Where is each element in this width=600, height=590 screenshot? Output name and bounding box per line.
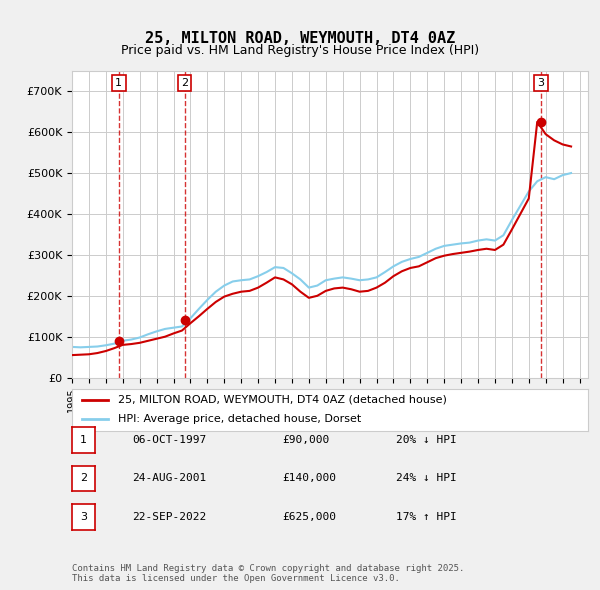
- Text: 22-SEP-2022: 22-SEP-2022: [132, 512, 206, 522]
- Text: £625,000: £625,000: [282, 512, 336, 522]
- Text: £140,000: £140,000: [282, 474, 336, 483]
- Text: 24-AUG-2001: 24-AUG-2001: [132, 474, 206, 483]
- Text: 2: 2: [80, 474, 87, 483]
- Text: 17% ↑ HPI: 17% ↑ HPI: [396, 512, 457, 522]
- Text: 25, MILTON ROAD, WEYMOUTH, DT4 0AZ (detached house): 25, MILTON ROAD, WEYMOUTH, DT4 0AZ (deta…: [118, 395, 448, 405]
- Text: 25, MILTON ROAD, WEYMOUTH, DT4 0AZ: 25, MILTON ROAD, WEYMOUTH, DT4 0AZ: [145, 31, 455, 46]
- Text: 1: 1: [115, 78, 122, 88]
- Text: £90,000: £90,000: [282, 435, 329, 445]
- Text: Contains HM Land Registry data © Crown copyright and database right 2025.
This d: Contains HM Land Registry data © Crown c…: [72, 563, 464, 583]
- Text: 06-OCT-1997: 06-OCT-1997: [132, 435, 206, 445]
- Text: 20% ↓ HPI: 20% ↓ HPI: [396, 435, 457, 445]
- Text: 3: 3: [538, 78, 544, 88]
- Text: 2: 2: [181, 78, 188, 88]
- Text: HPI: Average price, detached house, Dorset: HPI: Average price, detached house, Dors…: [118, 414, 362, 424]
- Text: 3: 3: [80, 512, 87, 522]
- Text: 24% ↓ HPI: 24% ↓ HPI: [396, 474, 457, 483]
- Text: 1: 1: [80, 435, 87, 445]
- Text: Price paid vs. HM Land Registry's House Price Index (HPI): Price paid vs. HM Land Registry's House …: [121, 44, 479, 57]
